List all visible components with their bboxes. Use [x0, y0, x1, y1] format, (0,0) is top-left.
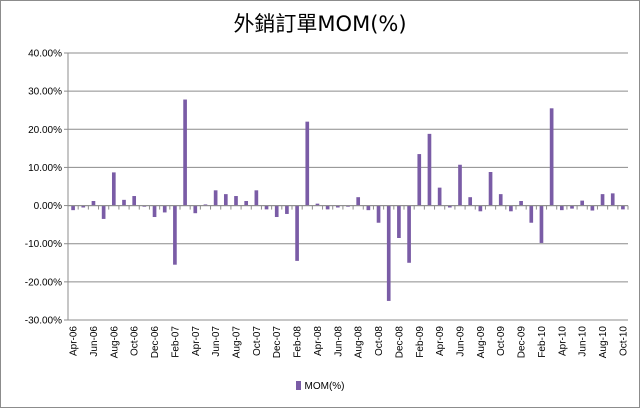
chart-title: 外銷訂單MOM(%) — [233, 12, 407, 36]
y-tick-label: -20.00% — [25, 277, 62, 288]
bar — [132, 196, 137, 206]
bar — [183, 99, 187, 206]
legend: MOM(%) — [0, 381, 640, 392]
bar — [509, 205, 513, 212]
bar — [315, 203, 320, 206]
y-tick-label: 40.00% — [28, 49, 62, 60]
bar — [407, 205, 411, 263]
bar — [193, 205, 198, 214]
bar — [580, 200, 585, 206]
bar — [417, 154, 422, 206]
bar — [559, 205, 564, 211]
x-tick-label: Oct-09 — [496, 326, 507, 356]
x-tick-label: Jun-06 — [89, 326, 100, 357]
bar — [213, 190, 218, 206]
x-tick-label: Apr-10 — [557, 326, 568, 356]
x-tick-label: Oct-10 — [618, 326, 629, 356]
x-tick-label: Jun-08 — [333, 326, 344, 357]
y-tick-label: 10.00% — [28, 163, 62, 174]
x-tick-label: Aug-07 — [232, 326, 243, 359]
x-tick-label: Apr-08 — [313, 326, 324, 356]
bar — [519, 200, 523, 206]
bar — [356, 197, 361, 206]
bar — [152, 205, 157, 218]
x-tick-label: Aug-06 — [109, 326, 120, 359]
x-tick-label: Apr-06 — [69, 326, 80, 356]
x-tick-label: Jun-07 — [211, 326, 222, 357]
x-tick-label: Apr-09 — [435, 326, 446, 356]
bar — [203, 204, 208, 206]
bar — [539, 205, 544, 243]
x-tick-label: Aug-09 — [476, 326, 487, 359]
bar — [295, 205, 299, 261]
bar — [610, 193, 615, 206]
y-tick-label: -10.00% — [25, 239, 62, 250]
bar — [285, 205, 289, 214]
y-tick-label: 0.00% — [34, 201, 62, 212]
bar — [386, 205, 391, 301]
y-tick-label: -30.00% — [25, 316, 62, 327]
bar — [101, 205, 106, 219]
bar — [122, 199, 126, 206]
bar — [600, 194, 605, 206]
bar — [458, 164, 462, 206]
bar — [91, 200, 96, 206]
x-tick-label: Feb-08 — [293, 326, 304, 358]
bar — [71, 205, 75, 211]
x-tick-label: Dec-08 — [394, 326, 405, 359]
bar — [427, 133, 432, 206]
bar — [366, 205, 371, 211]
bar — [549, 108, 554, 206]
bar — [305, 121, 310, 206]
bar — [81, 205, 86, 208]
bar — [529, 205, 534, 223]
bar — [244, 200, 249, 206]
x-tick-label: Oct-07 — [252, 326, 263, 356]
x-tick-label: Aug-10 — [598, 326, 609, 359]
x-tick-label: Oct-08 — [374, 326, 385, 356]
x-tick-label: Dec-07 — [272, 326, 283, 359]
bar — [162, 205, 167, 213]
x-tick-label: Aug-08 — [354, 326, 365, 359]
bar — [478, 205, 483, 212]
bar — [468, 197, 473, 206]
bar — [621, 205, 625, 210]
bar — [223, 194, 228, 206]
bar — [111, 172, 116, 206]
x-tick-label: Jun-10 — [578, 326, 589, 357]
bar — [397, 205, 401, 238]
x-tick-label: Oct-06 — [130, 326, 141, 356]
bar — [346, 205, 350, 207]
bar — [274, 205, 279, 218]
x-tick-label: Feb-09 — [415, 326, 426, 358]
x-tick-label: Feb-10 — [537, 326, 548, 358]
x-tick-label: Dec-06 — [150, 326, 161, 359]
bar — [570, 205, 574, 209]
bar — [254, 190, 259, 206]
bar — [325, 205, 330, 210]
legend-label: MOM(%) — [304, 381, 345, 392]
bar — [173, 205, 177, 265]
x-tick-label: Jun-09 — [456, 326, 467, 357]
bar — [498, 194, 503, 206]
bar — [447, 205, 452, 208]
bar — [142, 205, 147, 207]
x-tick-label: Dec-09 — [517, 326, 528, 359]
bar — [488, 172, 493, 206]
bar — [437, 187, 442, 206]
bar — [264, 205, 269, 210]
bar — [335, 205, 340, 208]
x-tick-label: Apr-07 — [191, 326, 202, 356]
y-tick-label: 20.00% — [28, 125, 62, 136]
bar — [234, 196, 238, 206]
bar — [590, 205, 595, 211]
x-tick-label: Feb-07 — [170, 326, 181, 358]
bar — [376, 205, 381, 223]
legend-swatch — [295, 381, 301, 390]
y-tick-label: 30.00% — [28, 87, 62, 98]
